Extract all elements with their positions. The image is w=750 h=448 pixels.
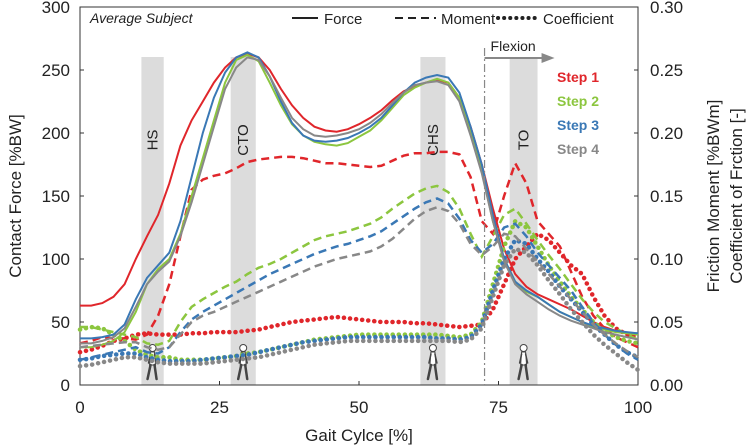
legend-moment-label: Moment	[441, 11, 496, 28]
y-axis-left-title: Contact Force [%BW]	[6, 114, 25, 277]
subject-annotation: Average Subject	[89, 10, 194, 26]
phase-label-hs: HS	[145, 130, 162, 151]
flexion-label: Flexion	[491, 38, 536, 54]
step-4-coefficient-line	[77, 246, 641, 373]
x-tick-label: 0	[75, 398, 84, 417]
step-2-coefficient-line	[77, 218, 641, 363]
step-4-force-line	[80, 56, 639, 345]
phase-band-hs	[141, 57, 164, 385]
flexion-marker: Flexion	[483, 38, 555, 385]
step-3-moment-line	[79, 197, 639, 362]
y-left-tick-label: 250	[42, 61, 70, 80]
step-4-label: Step 4	[557, 141, 599, 157]
legend-force-label: Force	[324, 11, 362, 28]
y-right-tick-label: 0.25	[650, 61, 683, 80]
x-axis-title: Gait Cylce [%]	[305, 426, 413, 445]
phase-band-cto	[230, 57, 256, 385]
data-series	[77, 51, 641, 373]
phase-label-to: TO	[516, 130, 533, 151]
step-1-label: Step 1	[557, 69, 599, 85]
step-1-coefficient-line	[77, 230, 641, 355]
y-left-tick-label: 300	[42, 0, 70, 17]
x-tick-label: 75	[489, 398, 508, 417]
x-tick-label: 50	[350, 398, 369, 417]
phase-label-chs: CHS	[425, 124, 442, 156]
tick-labels: 0 25 50 75 100 0 50 100 150 200 250 300 0.00 0.05 0.10…	[42, 0, 683, 417]
step-3-label: Step 3	[557, 117, 599, 133]
legend: Force Moment Coefficient	[292, 11, 614, 28]
y-right-tick-label: 0.20	[650, 124, 683, 143]
y-right-tick-label: 0.00	[650, 376, 683, 395]
step-3-coefficient-line	[77, 237, 641, 364]
y-right-tick-label: 0.15	[650, 187, 683, 206]
phase-band-chs	[420, 57, 446, 385]
x-tick-label: 100	[624, 398, 652, 417]
flexion-arrowhead-icon	[541, 53, 555, 63]
y-left-tick-label: 100	[42, 250, 70, 269]
y-left-tick-label: 200	[42, 124, 70, 143]
y-right-tick-label: 0.05	[650, 313, 683, 332]
y-left-tick-label: 150	[42, 187, 70, 206]
step-3-force-line	[80, 51, 639, 340]
y-left-tick-label: 0	[61, 376, 70, 395]
step-4-moment-line	[79, 205, 639, 359]
step-legend: Step 1 Step 2 Step 3 Step 4	[557, 69, 599, 157]
step-1-moment-line	[79, 150, 639, 349]
x-tick-label: 25	[210, 398, 229, 417]
phase-label-cto: CTO	[235, 124, 252, 155]
step-2-label: Step 2	[557, 93, 599, 109]
walker-figures	[146, 343, 529, 381]
step-1-force-line	[80, 52, 639, 336]
y-right-tick-label: 0.10	[650, 250, 683, 269]
y-axis-right-title-1: Friction Moment [%BWm]	[704, 100, 723, 293]
y-right-tick-label: 0.30	[650, 0, 683, 17]
legend-coefficient-label: Coefficient	[543, 11, 614, 28]
y-left-tick-label: 50	[51, 313, 70, 332]
y-axis-right-title-2: Coefficient of Frction [-]	[727, 108, 746, 283]
